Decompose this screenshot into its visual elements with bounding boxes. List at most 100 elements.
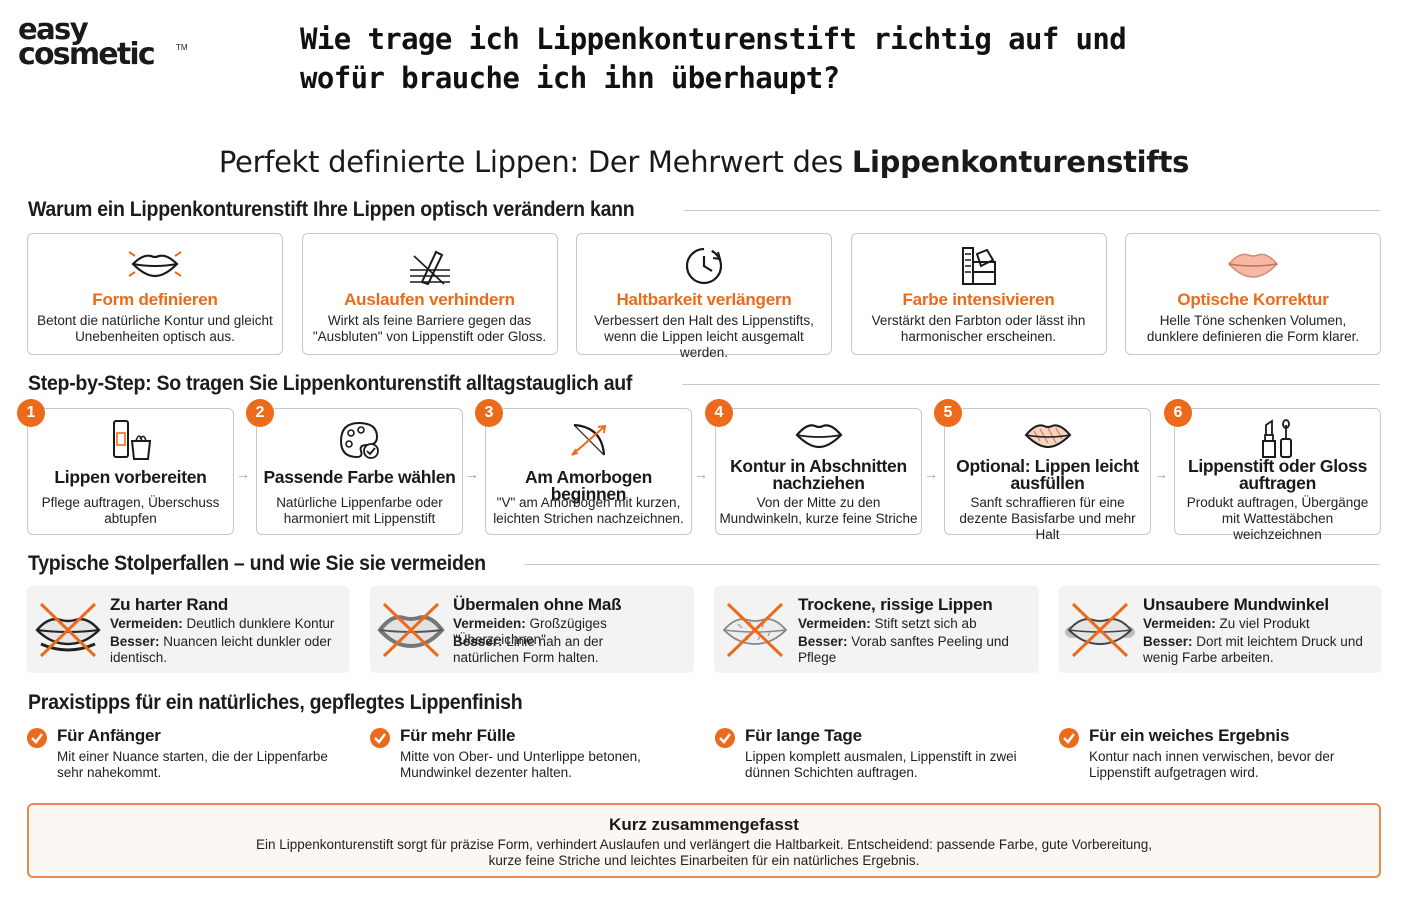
check-icon — [715, 728, 735, 748]
step-desc: Pflege auftragen, Überschuss abtupfen — [41, 495, 220, 526]
benefit-desc: Verstärkt den Farbton oder lässt ihn har… — [871, 313, 1086, 344]
summary-title: Kurz zusammengefasst — [609, 815, 799, 834]
arrow-right-icon: → — [924, 466, 938, 482]
step-desc: Produkt auftragen, Übergänge mit Wattest… — [1186, 495, 1369, 542]
step-title: Lippen vorbereiten — [54, 467, 207, 487]
better-label: Besser: — [453, 634, 503, 649]
benefit-card: Optische Korrektur Helle Töne schenken V… — [1125, 233, 1381, 355]
better-text: Linie nah an der natürlichen Form halten… — [453, 634, 604, 665]
step-title: Lippenstift oder Gloss auftragen — [1187, 456, 1368, 493]
step-card: 2 Passende Farbe wählen Natürliche Lippe… — [246, 399, 463, 535]
step-desc: "V" am Amorbogen mit kurzen, leichten St… — [493, 495, 684, 526]
better-text: Nuancen leicht dunkler oder identisch. — [110, 634, 332, 665]
pitfall-title: Übermalen ohne Maß — [453, 595, 622, 614]
avoid-label: Vermeiden: — [453, 616, 526, 631]
step-number-badge: 1 — [17, 399, 45, 427]
lips-outline-icon — [128, 251, 182, 278]
step-number-badge: 4 — [705, 399, 733, 427]
pitfall-title: Unsaubere Mundwinkel — [1143, 595, 1329, 614]
avoid-label: Vermeiden: — [798, 616, 871, 631]
summary-box: Kurz zusammengefasst Ein Lippenkonturens… — [27, 803, 1381, 878]
crossed-lips-icon — [35, 602, 101, 658]
tip-desc: Kontur nach innen verwischen, bevor der … — [1089, 749, 1335, 780]
subtitle-bold: Lippenkonturenstifts — [851, 145, 1190, 179]
benefit-title: Auslaufen verhindern — [344, 290, 515, 309]
summary-text: Ein Lippenkonturenstift sorgt für präzis… — [189, 837, 1219, 869]
pitfall-avoid: Vermeiden: Zu viel Produkt — [1143, 616, 1373, 632]
section-heading-steps-text: Step-by-Step: So tragen Sie Lippenkontur… — [28, 372, 633, 395]
step-title: Am Amorbogen beginnen — [524, 467, 652, 504]
section-heading-pitfalls-text: Typische Stolperfallen – und wie Sie sie… — [28, 552, 486, 575]
avoid-text: Stift setzt sich ab — [870, 616, 977, 631]
step-card: 5 Optional: Lippen leicht ausfüllen Sanf… — [934, 399, 1151, 542]
lips-outline-icon — [795, 424, 842, 449]
benefit-card: Farbe intensivieren Verstärkt den Farbto… — [850, 233, 1107, 355]
summary-text-line1: Ein Lippenkonturenstift sorgt für präzis… — [255, 837, 1153, 852]
benefit-desc: Helle Töne schenken Volumen, dunklere de… — [1146, 313, 1360, 344]
bow-arrow-icon — [570, 423, 606, 456]
pitfall-title: Trockene, rissige Lippen — [798, 595, 993, 614]
better-label: Besser: — [110, 634, 160, 649]
tip-title: Für Anfänger — [57, 726, 161, 745]
avoid-label: Vermeiden: — [1143, 616, 1216, 631]
brand-logo-line1: easy — [18, 12, 89, 46]
subtitle-prefix: Perfekt definierte Lippen: Der Mehrwert … — [218, 145, 852, 179]
pitfall-avoid: Vermeiden: Stift setzt sich ab — [798, 616, 1038, 632]
tip-desc: Mitte von Ober- und Unterlippe betonen, … — [400, 749, 641, 780]
benefit-card: Haltbarkeit verlängern Verbessert den Ha… — [576, 233, 832, 360]
check-icon — [370, 728, 390, 748]
color-swatch-icon — [961, 247, 996, 285]
better-label: Besser: — [798, 634, 848, 649]
check-icon — [1059, 728, 1079, 748]
section-heading-tips: Praxistipps für ein natürliches, gepfleg… — [28, 689, 1380, 717]
tip-desc: Lippen komplett ausmalen, Lippenstift in… — [745, 749, 1017, 780]
tip-title: Für mehr Fülle — [400, 726, 516, 745]
palette-icon — [339, 421, 379, 459]
crossed-lips-icon — [1065, 602, 1135, 658]
benefit-card: Auslaufen verhindern Wirkt als feine Bar… — [301, 233, 558, 355]
page-title: Wie trage ich Lippenkonturenstift richti… — [300, 22, 1127, 95]
step-number-badge: 5 — [934, 399, 962, 427]
pitfall-card: Unsaubere Mundwinkel Vermeiden: Zu viel … — [1059, 586, 1381, 673]
tip-title: Für ein weiches Ergebnis — [1089, 726, 1290, 745]
pencil-barrier-icon — [409, 250, 450, 286]
step-number-badge: 2 — [246, 399, 274, 427]
benefit-card: Form definieren Betont die natürliche Ko… — [27, 233, 283, 355]
brand-trademark: TM — [176, 43, 188, 52]
section-heading-pitfalls: Typische Stolperfallen – und wie Sie sie… — [28, 550, 1380, 578]
brand-logo-line2: cosmetic — [18, 37, 156, 72]
pitfall-avoid: Vermeiden: Deutlich dunklere Kontur — [110, 616, 345, 632]
step-title: Passende Farbe wählen — [263, 467, 456, 487]
step-desc: Natürliche Lippenfarbe oder harmoniert m… — [276, 495, 443, 526]
crossed-lips-icon — [377, 602, 445, 658]
arrow-right-icon: → — [236, 466, 250, 482]
step-number-badge: 6 — [1164, 399, 1192, 427]
arrow-right-icon: → — [694, 466, 708, 482]
step-desc: Von der Mitte zu den Mundwinkeln, kurze … — [719, 495, 918, 526]
step-list: 1 Lippen vorbereiten Pflege auftragen, Ü… — [17, 399, 1381, 542]
better-label: Besser: — [1143, 634, 1193, 649]
avoid-text: Zu viel Produkt — [1215, 616, 1310, 631]
benefit-title: Optische Korrektur — [1177, 290, 1329, 309]
lips-hatched-icon — [1024, 424, 1071, 449]
step-number-badge: 3 — [475, 399, 503, 427]
brand-logo[interactable]: easy cosmetic TM — [18, 12, 188, 72]
section-divider — [681, 383, 1380, 385]
better-text: Vorab sanftes Peeling und Pflege — [798, 634, 1009, 665]
avoid-text: Deutlich dunklere Kontur — [182, 616, 335, 631]
section-heading-why: Warum ein Lippenkonturenstift Ihre Lippe… — [28, 196, 1380, 224]
infographic-subtitle: Perfekt definierte Lippen: Der Mehrwert … — [0, 145, 1408, 179]
avoid-text: Großzügiges "Überzeichnen" — [453, 616, 607, 647]
pitfall-better: Besser: Vorab sanftes Peeling und Pflege — [798, 634, 1039, 666]
check-icon — [27, 728, 47, 748]
step-desc: Sanft schraffieren für eine dezente Basi… — [959, 495, 1136, 542]
benefit-title: Form definieren — [92, 290, 218, 309]
avoid-label: Vermeiden: — [110, 616, 183, 631]
arrow-right-icon: → — [1154, 466, 1168, 482]
pitfall-card: Trockene, rissige Lippen Vermeiden: Stif… — [714, 586, 1039, 673]
section-heading-steps: Step-by-Step: So tragen Sie Lippenkontur… — [28, 370, 1380, 398]
benefit-title: Haltbarkeit verlängern — [616, 290, 792, 309]
benefit-desc: Wirkt als feine Barriere gegen das "Ausb… — [312, 313, 547, 344]
tip-list: Für Anfänger Mit einer Nuance starten, d… — [27, 726, 1381, 786]
pitfall-card: Zu harter Rand Vermeiden: Deutlich dunkl… — [27, 586, 349, 673]
